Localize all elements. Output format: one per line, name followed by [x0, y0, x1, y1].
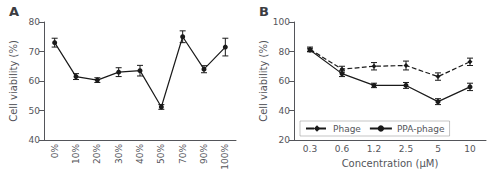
svg-text:0.6: 0.6 — [335, 144, 350, 154]
svg-text:100: 100 — [273, 17, 290, 27]
svg-text:10%: 10% — [71, 144, 81, 164]
svg-text:Phage: Phage — [333, 124, 361, 134]
svg-text:30%: 30% — [114, 144, 124, 164]
svg-text:2.5: 2.5 — [399, 144, 413, 154]
svg-text:Concentration (μM): Concentration (μM) — [342, 158, 439, 169]
svg-text:90%: 90% — [199, 144, 209, 164]
svg-text:100%: 100% — [220, 144, 230, 170]
svg-text:0.3: 0.3 — [303, 144, 317, 154]
svg-text:Cell viability (%): Cell viability (%) — [258, 40, 269, 122]
svg-text:70: 70 — [29, 47, 41, 57]
svg-text:40%: 40% — [135, 144, 145, 164]
svg-text:60: 60 — [29, 76, 41, 86]
svg-text:50%: 50% — [156, 144, 166, 164]
svg-text:20%: 20% — [92, 144, 102, 164]
svg-text:60: 60 — [279, 76, 291, 86]
svg-text:Cell viability (%): Cell viability (%) — [8, 40, 19, 122]
svg-text:5: 5 — [435, 144, 441, 154]
svg-text:50: 50 — [29, 106, 41, 116]
svg-text:80: 80 — [29, 17, 41, 27]
svg-text:10: 10 — [464, 144, 476, 154]
svg-text:A: A — [9, 4, 19, 19]
svg-text:PPA-phage: PPA-phage — [397, 124, 445, 134]
svg-text:70%: 70% — [178, 144, 188, 164]
svg-text:B: B — [259, 4, 269, 19]
svg-text:40: 40 — [29, 135, 41, 145]
svg-text:40: 40 — [279, 106, 291, 116]
svg-text:20: 20 — [279, 135, 291, 145]
svg-text:80: 80 — [279, 47, 291, 57]
svg-text:0%: 0% — [50, 144, 60, 159]
svg-text:1.2: 1.2 — [367, 144, 381, 154]
